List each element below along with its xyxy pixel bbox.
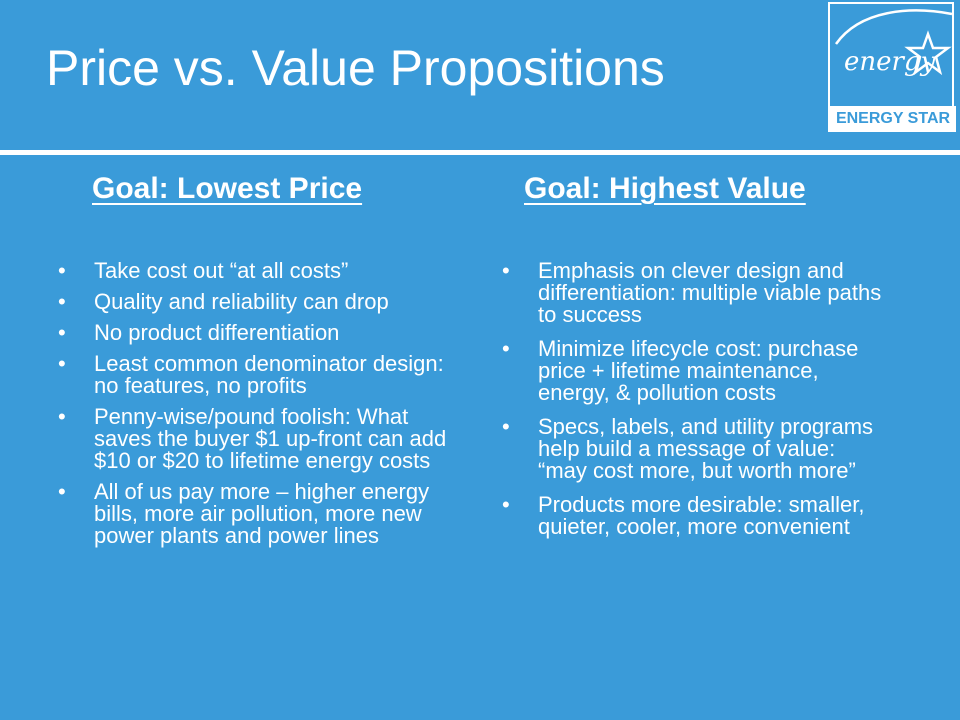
left-bullet-list: • Take cost out “at all costs” • Quality a… bbox=[58, 260, 468, 556]
bullet-icon: • bbox=[502, 492, 510, 517]
bullet-icon: • bbox=[58, 404, 66, 429]
bullet-icon: • bbox=[502, 336, 510, 361]
bullet-text: Penny-wise/pound foolish: What saves the… bbox=[94, 404, 447, 473]
right-bullet-list: • Emphasis on clever design and different… bbox=[502, 260, 882, 550]
bullet-text: No product differentiation bbox=[94, 320, 340, 345]
left-column-heading: Goal: Lowest Price bbox=[92, 172, 363, 205]
bullet-text: Minimize lifecycle cost: purchase price … bbox=[538, 336, 859, 405]
bullet-text: Emphasis on clever design and differenti… bbox=[538, 258, 882, 327]
energy-star-logo: energy ENERGY STAR bbox=[826, 0, 960, 138]
bullet-text: Take cost out “at all costs” bbox=[94, 258, 349, 283]
list-item: • Penny-wise/pound foolish: What saves th… bbox=[58, 406, 468, 472]
slide-title: Price vs. Value Propositions bbox=[46, 40, 665, 96]
list-item: • Least common denominator design: no fea… bbox=[58, 353, 468, 397]
list-item: • Take cost out “at all costs” bbox=[58, 260, 468, 282]
bullet-text: Products more desirable: smaller, quiete… bbox=[538, 492, 865, 539]
bullet-text: Quality and reliability can drop bbox=[94, 289, 389, 314]
energy-star-icon: energy bbox=[834, 9, 953, 77]
list-item: • Specs, labels, and utility programs hel… bbox=[502, 416, 882, 482]
list-item: • No product differentiation bbox=[58, 322, 468, 344]
bullet-icon: • bbox=[58, 289, 66, 314]
list-item: • All of us pay more – higher energy bill… bbox=[58, 481, 468, 547]
logo-label: ENERGY STAR bbox=[830, 106, 956, 132]
list-item: • Minimize lifecycle cost: purchase price… bbox=[502, 338, 882, 404]
logo-frame: energy ENERGY STAR bbox=[828, 2, 956, 132]
bullet-text: Least common denominator design: no feat… bbox=[94, 351, 444, 398]
list-item: • Emphasis on clever design and different… bbox=[502, 260, 882, 326]
logo-script-text: energy bbox=[844, 47, 936, 77]
bullet-icon: • bbox=[58, 479, 66, 504]
bullet-text: Specs, labels, and utility programs help… bbox=[538, 414, 874, 483]
right-column-heading: Goal: Highest Value bbox=[524, 172, 806, 205]
bullet-icon: • bbox=[502, 258, 510, 283]
bullet-icon: • bbox=[58, 258, 66, 283]
bullet-text: All of us pay more – higher energy bills… bbox=[94, 479, 430, 548]
bullet-icon: • bbox=[502, 414, 510, 439]
list-item: • Products more desirable: smaller, quiet… bbox=[502, 494, 882, 538]
bullet-icon: • bbox=[58, 351, 66, 376]
title-divider bbox=[0, 150, 960, 155]
list-item: • Quality and reliability can drop bbox=[58, 291, 468, 313]
bullet-icon: • bbox=[58, 320, 66, 345]
